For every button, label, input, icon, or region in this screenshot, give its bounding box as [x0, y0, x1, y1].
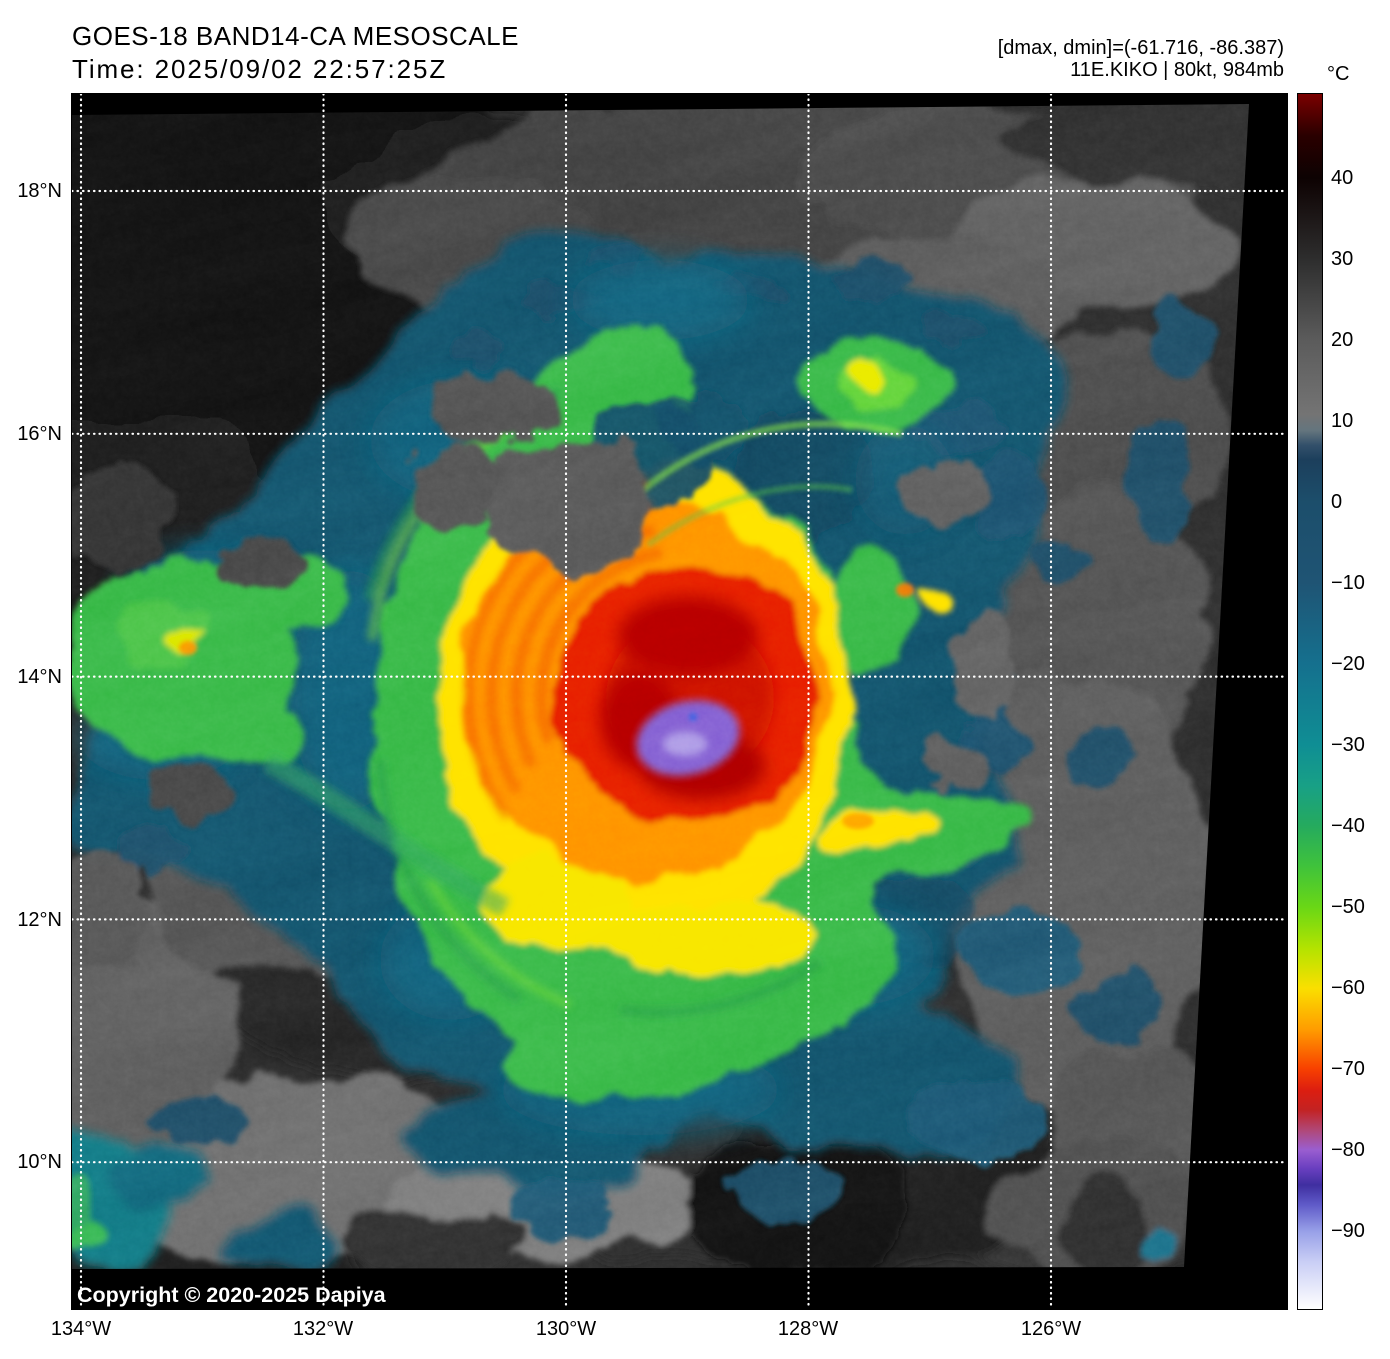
- svg-text:Copyright © 2020-2025 Dapiya: Copyright © 2020-2025 Dapiya: [77, 1283, 387, 1307]
